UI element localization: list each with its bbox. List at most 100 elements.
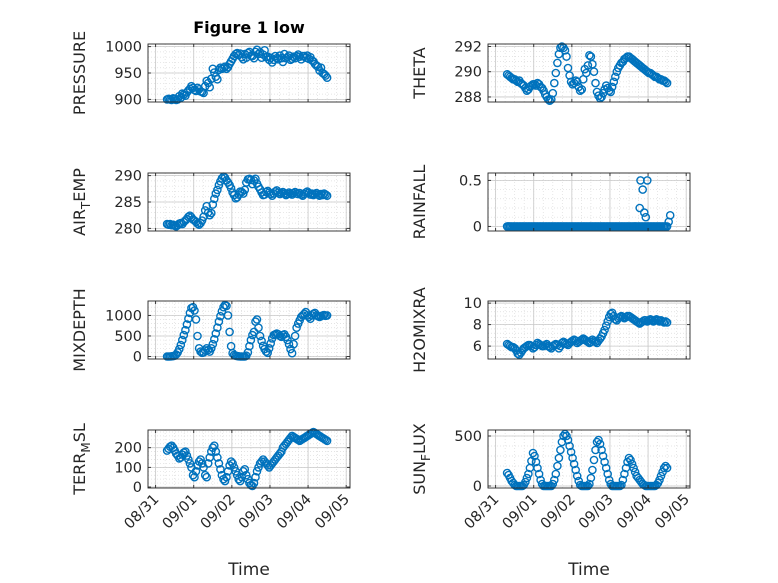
data-point: [293, 189, 303, 199]
data-point: [566, 447, 576, 457]
data-point: [662, 222, 672, 231]
data-point: [583, 481, 593, 491]
data-point: [264, 343, 274, 353]
y-tick-label: 0: [473, 219, 482, 235]
data-point: [601, 463, 611, 473]
y-tick-label: 0: [473, 479, 482, 495]
data-point: [287, 348, 297, 358]
series-sun_flux: [502, 429, 672, 491]
axes-rainfall: 0 0.5 RAINFALL: [410, 165, 691, 239]
data-point: [662, 463, 672, 473]
data-point: [213, 185, 222, 195]
data-point: [583, 61, 593, 70]
data-point: [284, 339, 294, 349]
data-point: [589, 67, 599, 76]
data-point: [174, 344, 184, 354]
data-point: [211, 447, 221, 456]
data-point: [588, 465, 597, 475]
data-point: [246, 335, 256, 345]
data-point: [322, 311, 332, 320]
y-tick-label: 288: [454, 90, 482, 106]
data-point: [251, 472, 260, 482]
data-point: [550, 78, 559, 88]
data-point: [206, 208, 216, 218]
y-axis-label: AIRTEMP: [70, 168, 93, 236]
x-tick-label: 09/04: [274, 492, 315, 533]
data-point: [321, 435, 330, 445]
data-point: [213, 75, 222, 84]
data-point: [290, 331, 300, 341]
data-point: [301, 188, 311, 197]
data-point: [263, 461, 273, 470]
data-point: [222, 301, 231, 311]
data-point: [641, 212, 651, 222]
x-tick-label: 08/31: [122, 492, 163, 533]
data-point: [322, 436, 332, 446]
axes-box: [487, 300, 691, 360]
data-point: [659, 463, 669, 473]
data-point: [627, 459, 637, 469]
data-point: [182, 320, 192, 329]
x-tick-label: 09/04: [614, 492, 655, 533]
data-point: [609, 77, 619, 87]
data-point: [598, 451, 608, 461]
x-tick-label: 09/01: [500, 492, 541, 533]
data-point: [662, 318, 672, 327]
data-point: [205, 210, 214, 220]
data-point: [254, 323, 263, 333]
y-tick-label: 1000: [105, 308, 142, 324]
data-point: [661, 461, 670, 471]
data-point: [214, 459, 224, 468]
data-point: [545, 96, 555, 105]
data-point: [575, 86, 585, 95]
axes-air_temp: 280 285 290 AIRTEMP: [70, 168, 351, 237]
y-tick-label: 10: [464, 296, 482, 312]
data-point: [611, 72, 620, 82]
data-point: [252, 315, 262, 324]
axes-background: [488, 173, 690, 231]
data-point: [617, 480, 626, 490]
data-point: [220, 62, 230, 71]
data-point: [206, 343, 216, 353]
y-tick-label: 290: [454, 65, 482, 81]
data-point: [640, 208, 649, 217]
data-point: [209, 441, 219, 451]
data-point: [209, 194, 219, 204]
data-point: [211, 329, 221, 338]
data-point: [185, 459, 195, 468]
y-axis-label: MIXDEPTH: [70, 288, 89, 371]
data-point: [635, 203, 645, 213]
y-tick-label: 290: [114, 169, 142, 185]
data-point: [322, 191, 332, 200]
data-point: [638, 185, 648, 194]
data-point: [655, 475, 664, 485]
data-point: [241, 470, 251, 480]
data-point: [533, 463, 542, 473]
data-point: [524, 469, 533, 479]
data-point: [531, 457, 541, 467]
data-point: [594, 435, 603, 445]
data-point: [586, 473, 596, 483]
axes-h2omixra: 6 8 10 H2OMIXRA: [410, 287, 691, 373]
y-tick-label: 6: [473, 339, 482, 355]
series-rainfall: [502, 176, 675, 231]
data-point: [577, 85, 587, 94]
data-point: [511, 76, 521, 85]
y-tick-label: 8: [473, 318, 482, 334]
data-point: [522, 473, 532, 483]
y-axis-label: THETA: [410, 47, 429, 99]
data-point: [235, 476, 245, 486]
data-point: [220, 476, 230, 486]
data-point: [182, 451, 192, 460]
data-point: [299, 51, 309, 61]
data-point: [658, 317, 667, 326]
data-point: [321, 190, 330, 199]
data-point: [656, 471, 666, 481]
data-point: [551, 68, 561, 78]
data-point: [177, 335, 187, 345]
series-theta: [502, 42, 672, 105]
data-point: [202, 472, 211, 482]
